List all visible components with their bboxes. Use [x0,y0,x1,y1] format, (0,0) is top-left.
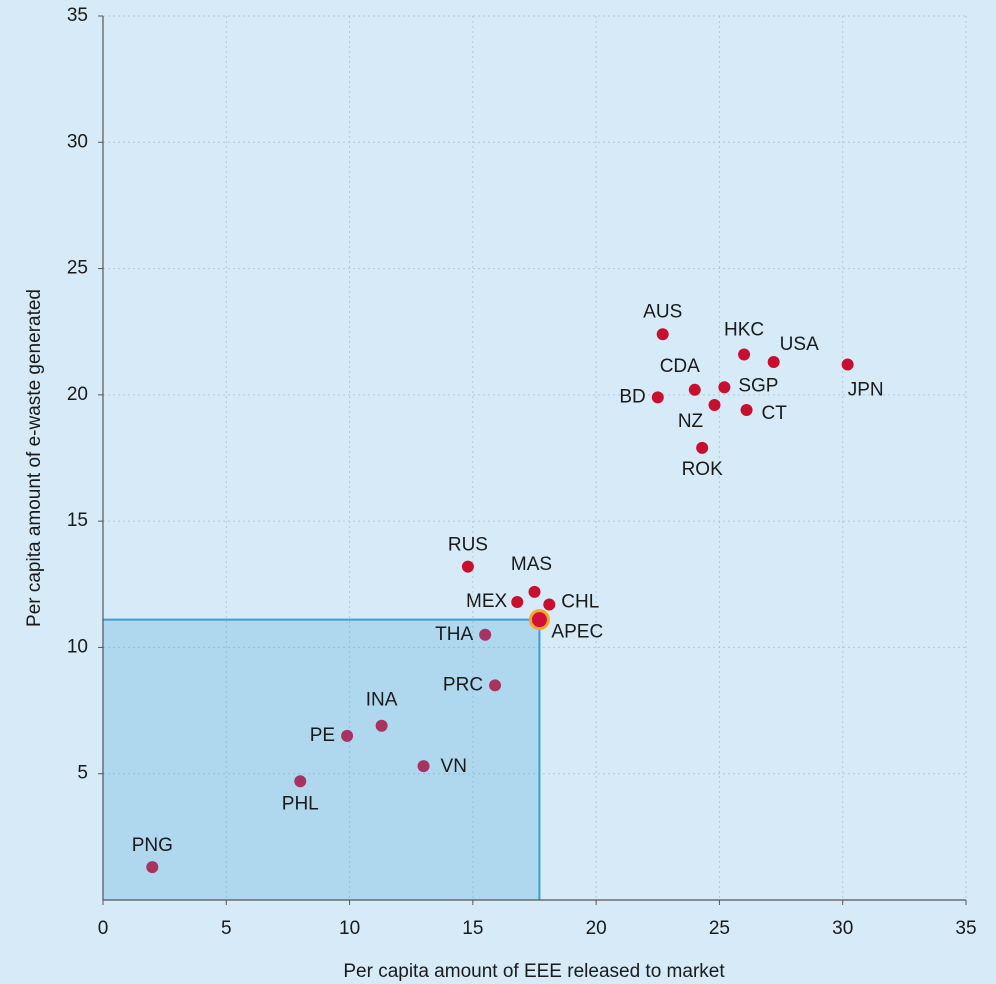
x-axis-label: Per capita amount of EEE released to mar… [343,961,725,982]
y-tick-label: 10 [67,636,88,657]
point-label: MAS [511,554,552,575]
data-point [511,596,523,608]
data-point [146,861,158,873]
data-point [738,348,750,360]
data-point [689,384,701,396]
data-point [479,629,491,641]
point-label: NZ [678,411,704,432]
data-point [652,391,664,403]
reference-area [103,620,539,900]
y-axis-label: Per capita amount of e-waste generated [24,289,45,627]
point-label: JPN [848,380,884,401]
x-tick-label: 0 [98,918,109,939]
point-label: AUS [643,301,682,322]
y-tick-label: 5 [77,763,88,784]
point-label: PHL [282,793,319,814]
point-label: PRC [443,674,483,695]
data-point [530,611,548,629]
point-label: HKC [724,319,764,340]
point-label: APEC [551,622,603,643]
x-tick-label: 15 [462,918,483,939]
x-tick-label: 20 [586,918,607,939]
x-tick-label: 5 [221,918,232,939]
point-label: BD [619,386,645,407]
y-tick-label: 25 [67,258,88,279]
data-point [341,730,353,742]
data-point [462,561,474,573]
point-label: USA [780,334,819,355]
point-label: CT [762,403,788,424]
point-label: THA [435,624,473,645]
data-point [543,598,555,610]
y-tick-label: 35 [67,5,88,26]
y-tick-label: 15 [67,510,88,531]
data-point [489,679,501,691]
point-label: RUS [448,535,488,556]
point-label: VN [441,756,467,777]
chart: AUS HKC USA JPN CDA SGP BD NZ CT ROK RUS MASMEX CHL T… [0,0,996,984]
point-label: PNG [132,835,173,856]
point-label: PE [310,725,335,746]
point-label: SGP [738,375,778,396]
data-point [294,775,306,787]
data-point [529,586,541,598]
data-point [741,404,753,416]
data-point [696,442,708,454]
data-point [842,359,854,371]
data-point [718,381,730,393]
point-label: CHL [561,592,599,613]
data-point [768,356,780,368]
point-label: MEX [466,591,508,612]
point-label: INA [366,690,398,711]
x-tick-label: 10 [339,918,360,939]
x-tick-label: 35 [955,918,976,939]
point-label: CDA [660,356,700,377]
y-tick-label: 30 [67,131,88,152]
data-point [418,760,430,772]
data-point [708,399,720,411]
x-tick-label: 25 [709,918,730,939]
data-point [657,328,669,340]
x-tick-label: 30 [832,918,853,939]
y-tick-label: 20 [67,384,88,405]
data-point [376,720,388,732]
point-label: ROK [682,459,724,480]
